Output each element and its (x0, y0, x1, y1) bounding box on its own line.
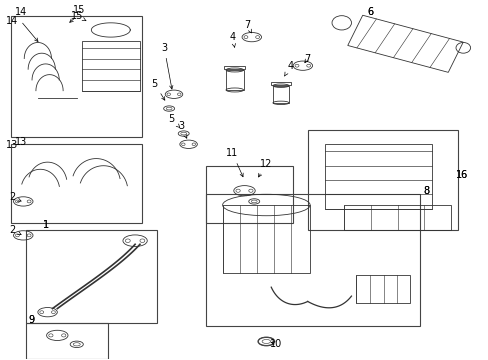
Bar (26, 230, 157, 323)
Text: 5: 5 (168, 114, 180, 127)
Text: 16: 16 (455, 170, 468, 180)
Bar (224, 66, 245, 69)
Text: 15: 15 (73, 5, 85, 15)
Text: 1: 1 (43, 220, 49, 230)
Bar (81, 41, 140, 91)
Text: 9: 9 (28, 315, 35, 325)
Text: 7: 7 (304, 54, 310, 64)
Text: 14: 14 (15, 8, 27, 18)
Text: 2: 2 (9, 225, 21, 235)
Bar (205, 194, 419, 327)
Text: 11: 11 (226, 148, 243, 177)
Bar (307, 130, 458, 230)
Bar (225, 70, 243, 90)
Text: 8: 8 (423, 186, 429, 196)
Text: 12: 12 (258, 159, 272, 177)
Text: 4: 4 (229, 32, 235, 48)
Bar (26, 323, 108, 359)
Text: 13: 13 (15, 138, 27, 148)
Bar (272, 86, 288, 103)
Text: 9: 9 (28, 315, 35, 325)
Text: 13: 13 (6, 140, 18, 150)
Text: 14: 14 (6, 16, 18, 26)
Text: 3: 3 (161, 43, 173, 89)
Bar (222, 205, 309, 273)
Text: 6: 6 (367, 7, 373, 17)
Text: 7: 7 (244, 19, 251, 33)
Text: 4: 4 (284, 61, 293, 76)
Text: 5: 5 (151, 78, 164, 100)
Text: 3: 3 (178, 121, 186, 138)
Text: 15: 15 (70, 11, 86, 21)
Text: 2: 2 (9, 192, 21, 202)
Bar (11, 144, 142, 223)
Bar (205, 166, 292, 223)
Text: 1: 1 (43, 220, 49, 230)
Text: 10: 10 (269, 339, 282, 348)
Text: 16: 16 (455, 170, 468, 180)
Bar (344, 205, 450, 230)
Text: 6: 6 (367, 7, 373, 17)
Bar (347, 15, 462, 72)
Bar (271, 82, 290, 85)
Bar (324, 144, 431, 208)
Bar (11, 16, 142, 137)
Bar (356, 275, 409, 303)
Text: 8: 8 (423, 186, 429, 196)
